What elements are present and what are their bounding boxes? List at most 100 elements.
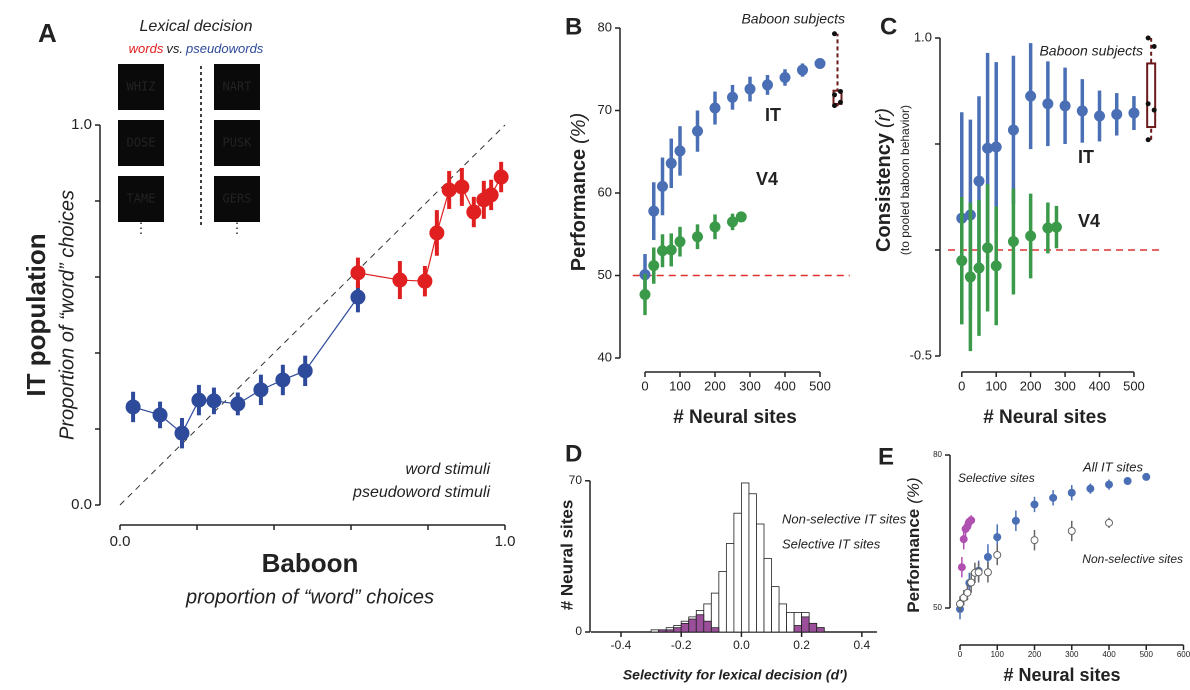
subject-point [838, 99, 843, 105]
point [1094, 110, 1106, 122]
point [493, 169, 509, 185]
x-tick-label: 0.0 [110, 533, 131, 550]
bar [688, 618, 697, 633]
series-label: pseudoword stimuli [352, 484, 490, 501]
point [441, 182, 457, 198]
point [744, 83, 756, 95]
x-tick-label: 0 [641, 378, 648, 393]
y-axis-label: Performance (%) [568, 113, 590, 271]
inset-title: Lexical decision [140, 18, 253, 35]
subject-point [832, 103, 837, 109]
subject-point [1145, 137, 1151, 143]
y-tick-label: 50 [598, 267, 612, 282]
point [1142, 472, 1151, 481]
ellipsis: ⋮ [134, 220, 148, 236]
series-label: All IT sites [1082, 459, 1143, 474]
point [692, 231, 703, 243]
label: E [878, 443, 894, 470]
point [1067, 488, 1076, 497]
y-axis-label: Performance (%) [904, 477, 923, 612]
bar [710, 627, 720, 633]
identity-line [119, 124, 506, 506]
x-tick-label: 300 [739, 378, 761, 393]
series-label: Selective IT sites [782, 536, 881, 551]
point [990, 260, 1002, 272]
bar [725, 543, 735, 633]
subject-point [1151, 43, 1157, 49]
bar [808, 622, 818, 633]
box-label: Baboon subjects [1039, 43, 1143, 59]
y-label: Performance [904, 509, 923, 613]
point [350, 289, 366, 305]
point [665, 157, 677, 169]
bar [665, 629, 675, 633]
point [692, 125, 703, 137]
bar [695, 614, 705, 633]
point [973, 262, 985, 274]
label: D [565, 440, 582, 467]
point [1105, 480, 1113, 489]
bar [786, 612, 795, 633]
point [974, 568, 983, 577]
point [1011, 516, 1020, 525]
point [957, 563, 966, 572]
stimulus-word: GERS [223, 192, 252, 206]
subject-point [1145, 35, 1151, 41]
point [983, 553, 992, 561]
y-tick-label: -0.5 [910, 347, 932, 362]
point [814, 57, 826, 69]
point [674, 145, 686, 157]
point [1007, 236, 1019, 248]
label: proportion of “word” choices [185, 586, 434, 608]
point [1067, 526, 1076, 535]
point [967, 516, 976, 525]
inset-subtitle: words vs. pseudowords [129, 41, 264, 56]
x-tick-label: 1.0 [495, 533, 516, 550]
point [1049, 493, 1058, 502]
y-label: Performance [568, 149, 590, 271]
bar [658, 629, 667, 633]
point [735, 211, 747, 223]
series-label: Non-selective IT sites [782, 511, 907, 526]
series-label: IT [765, 105, 781, 125]
point [727, 216, 738, 228]
point [648, 205, 660, 217]
x-tick-label: 0.4 [854, 638, 871, 652]
y-tick-label: 70 [569, 473, 583, 487]
point [797, 64, 808, 76]
label: B [565, 13, 582, 40]
stimulus-word: PUSK [223, 136, 253, 150]
series-label: V4 [756, 169, 778, 189]
subject-point [832, 92, 837, 98]
point [253, 382, 269, 398]
point [1030, 536, 1039, 545]
bar [816, 627, 825, 633]
x-tick-label: 0 [958, 378, 965, 393]
x-tick-label: 200 [1020, 378, 1042, 393]
point [963, 588, 972, 597]
stimulus-image [214, 176, 260, 222]
point [297, 363, 313, 379]
point [956, 255, 968, 267]
point [1086, 484, 1095, 493]
stimulus-word: TAME [127, 192, 156, 206]
bar [741, 482, 750, 633]
y-tick-label: 60 [598, 184, 612, 199]
point [779, 72, 791, 83]
stimulus-word: NART [223, 80, 252, 94]
point [709, 221, 721, 233]
point [665, 244, 677, 256]
point [657, 180, 668, 192]
y-axis-label: Consistency (r) [873, 108, 895, 252]
series-line [357, 176, 502, 282]
bar [680, 622, 690, 633]
words: words [129, 41, 164, 56]
point [993, 533, 1002, 542]
vs: vs. [166, 41, 183, 56]
point [1007, 124, 1019, 136]
x-tick-label: -0.4 [611, 638, 632, 652]
point [674, 236, 686, 248]
label: # Neural sites [673, 407, 797, 428]
bar [756, 523, 765, 633]
y-label: Consistency [873, 132, 895, 252]
